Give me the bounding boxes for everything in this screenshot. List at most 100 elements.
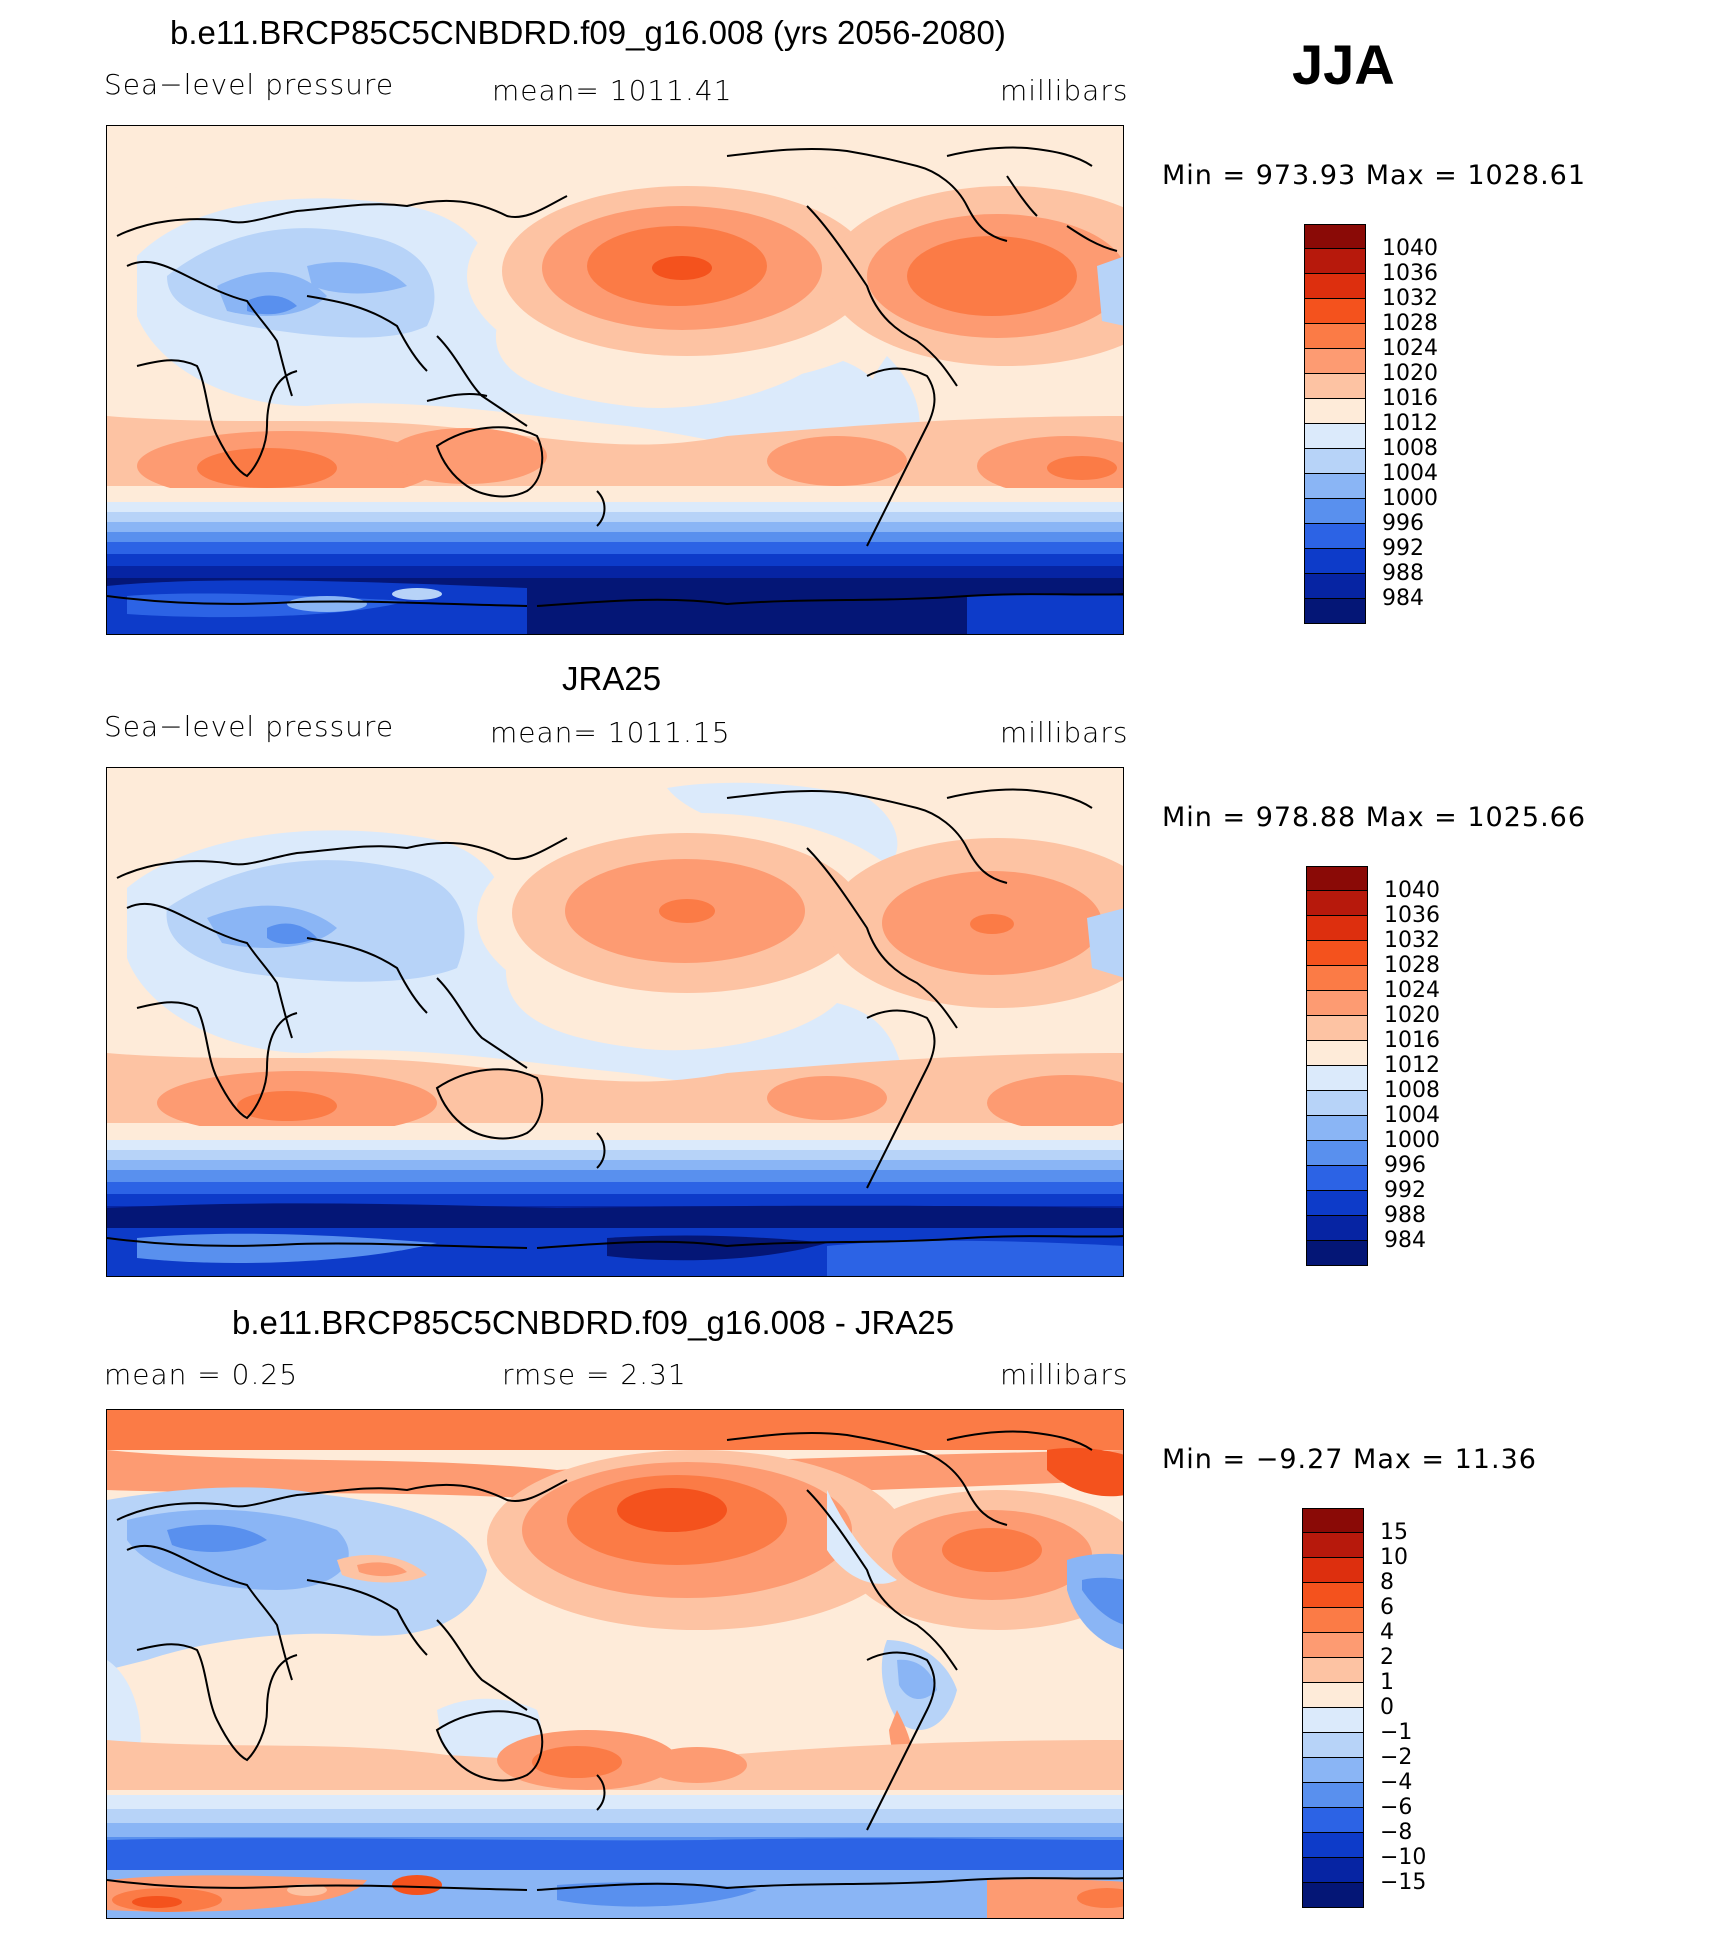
colorbar-cell: [1304, 374, 1366, 399]
panel-3-contour-map: [107, 1410, 1123, 1918]
colorbar-cell: [1302, 1558, 1364, 1583]
colorbar-tick-label: −6: [1380, 1795, 1413, 1820]
colorbar-tick-label: 1016: [1384, 1028, 1440, 1053]
colorbar-cell: [1306, 1091, 1368, 1116]
colorbar-tick-label: 1012: [1382, 411, 1438, 436]
panel-3-title: b.e11.BRCP85C5CNBDRD.f09_g16.008 - JRA25: [232, 1304, 955, 1341]
colorbar-tick-label: 8: [1380, 1570, 1394, 1595]
panel-2-title: JRA25: [562, 660, 662, 697]
colorbar-tick-label: 1016: [1382, 386, 1438, 411]
colorbar-cell: [1306, 1066, 1368, 1091]
colorbar-tick-label: −15: [1380, 1870, 1427, 1895]
colorbar-cell: [1302, 1508, 1364, 1533]
colorbar-tick-label: 988: [1384, 1203, 1426, 1228]
panel-3-map: [106, 1409, 1124, 1919]
colorbar-tick-label: 996: [1384, 1153, 1426, 1178]
colorbar-cell: [1302, 1658, 1364, 1683]
colorbar-tick-label: 6: [1380, 1595, 1394, 1620]
colorbar-cell: [1304, 524, 1366, 549]
panel-1-units-label: millibars: [1000, 74, 1129, 107]
panel-2-coastlines: [107, 788, 1123, 1249]
colorbar-tick-label: 988: [1382, 561, 1424, 586]
colorbar-frame: [1306, 866, 1368, 1266]
colorbar-tick-label: 10: [1380, 1545, 1408, 1570]
panel-2-colorbar: 1040 1036 1032 1028 1024 1020 1016 1012 1008 1004…: [1306, 866, 1440, 1266]
colorbar-tick-label: 1012: [1384, 1053, 1440, 1078]
panel-1-coastlines: [107, 146, 1123, 607]
panel-2-map: [106, 767, 1124, 1277]
colorbar-cell: [1306, 991, 1368, 1016]
panel-2-mean-label: mean= 1011.15: [490, 716, 731, 749]
colorbar-tick-label: −10: [1380, 1845, 1427, 1870]
panel-2-variable-label: Sea−level pressure: [104, 710, 395, 743]
panel-3-mean-label: mean = 0.25: [104, 1358, 299, 1391]
colorbar-cell: [1306, 1166, 1368, 1191]
panel-2-minmax: Min = 978.88 Max = 1025.66: [1162, 802, 1587, 833]
colorbar-tick-label: 1032: [1384, 928, 1440, 953]
colorbar-tick-label: 984: [1382, 586, 1424, 611]
colorbar-tick-label: 1020: [1384, 1003, 1440, 1028]
colorbar-tick-label: 984: [1384, 1228, 1426, 1253]
colorbar-cell: [1304, 349, 1366, 374]
colorbar-cell: [1302, 1733, 1364, 1758]
colorbar-frame: [1304, 224, 1366, 624]
panel-1-mean-label: mean= 1011.41: [492, 74, 733, 107]
colorbar-tick-label: 4: [1380, 1620, 1394, 1645]
colorbar-tick-label: 15: [1380, 1520, 1408, 1545]
colorbar-cell: [1304, 249, 1366, 274]
panel-3-coastlines: [107, 1430, 1123, 1891]
colorbar-cell: [1304, 299, 1366, 324]
colorbar-tick-label: 1036: [1382, 261, 1438, 286]
colorbar-cell: [1304, 399, 1366, 424]
colorbar-tick-label: −4: [1380, 1770, 1413, 1795]
colorbar-cell: [1306, 1241, 1368, 1266]
colorbar-cell: [1302, 1608, 1364, 1633]
colorbar-cell: [1302, 1633, 1364, 1658]
colorbar-cell: [1306, 866, 1368, 891]
colorbar-cell: [1304, 424, 1366, 449]
colorbar-cell: [1306, 1041, 1368, 1066]
panel-1-title: b.e11.BRCP85C5CNBDRD.f09_g16.008 (yrs 20…: [170, 14, 1006, 51]
panel-1-map: [106, 125, 1124, 635]
colorbar-tick-label: 0: [1380, 1695, 1394, 1720]
colorbar-cell: [1306, 1191, 1368, 1216]
season-label: JJA: [1292, 33, 1395, 96]
colorbar-cell: [1306, 1116, 1368, 1141]
panel-3-colorbar: 15 10 8 6 4 2 1 0 −1 −2 −4 −6 −8 −10 −15: [1302, 1508, 1426, 1908]
colorbar-tick-label: 1036: [1384, 903, 1440, 928]
panel-3-units-label: millibars: [1000, 1358, 1129, 1391]
colorbar-cell: [1304, 499, 1366, 524]
colorbar-tick-label: 2: [1380, 1645, 1394, 1670]
colorbar-cell: [1306, 1216, 1368, 1241]
colorbar-cell: [1302, 1833, 1364, 1858]
colorbar-tick-label: 1004: [1384, 1103, 1440, 1128]
panel-1-variable-label: Sea−level pressure: [104, 68, 395, 101]
colorbar-cell: [1306, 941, 1368, 966]
colorbar-tick-label: 1040: [1382, 236, 1438, 261]
colorbar-tick-label: 1000: [1382, 486, 1438, 511]
colorbar-cell: [1304, 324, 1366, 349]
colorbar-cell: [1302, 1533, 1364, 1558]
colorbar-tick-label: 992: [1382, 536, 1424, 561]
panel-1-colorbar: 1040 1036 1032 1028 1024 1020 1016 1012 1008 1004…: [1304, 224, 1438, 624]
colorbar-cell: [1302, 1583, 1364, 1608]
colorbar-tick-label: 1040: [1384, 878, 1440, 903]
colorbar-cell: [1304, 274, 1366, 299]
colorbar-cell: [1306, 1141, 1368, 1166]
colorbar-tick-label: 1024: [1384, 978, 1440, 1003]
panel-1-contour-map: [107, 126, 1123, 634]
colorbar-cell: [1304, 449, 1366, 474]
colorbar-cell: [1304, 599, 1366, 624]
colorbar-tick-label: 1028: [1382, 311, 1438, 336]
colorbar-cell: [1304, 549, 1366, 574]
colorbar-cell: [1302, 1683, 1364, 1708]
colorbar-cell: [1306, 1016, 1368, 1041]
panel-2-units-label: millibars: [1000, 716, 1129, 749]
colorbar-cell: [1306, 891, 1368, 916]
colorbar-tick-label: −8: [1380, 1820, 1413, 1845]
colorbar-tick-label: 1000: [1384, 1128, 1440, 1153]
panel-3-rmse-label: rmse = 2.31: [502, 1358, 687, 1391]
panel-1-minmax: Min = 973.93 Max = 1028.61: [1162, 160, 1587, 191]
colorbar-tick-label: 1: [1380, 1670, 1394, 1695]
colorbar-tick-label: 1024: [1382, 336, 1438, 361]
